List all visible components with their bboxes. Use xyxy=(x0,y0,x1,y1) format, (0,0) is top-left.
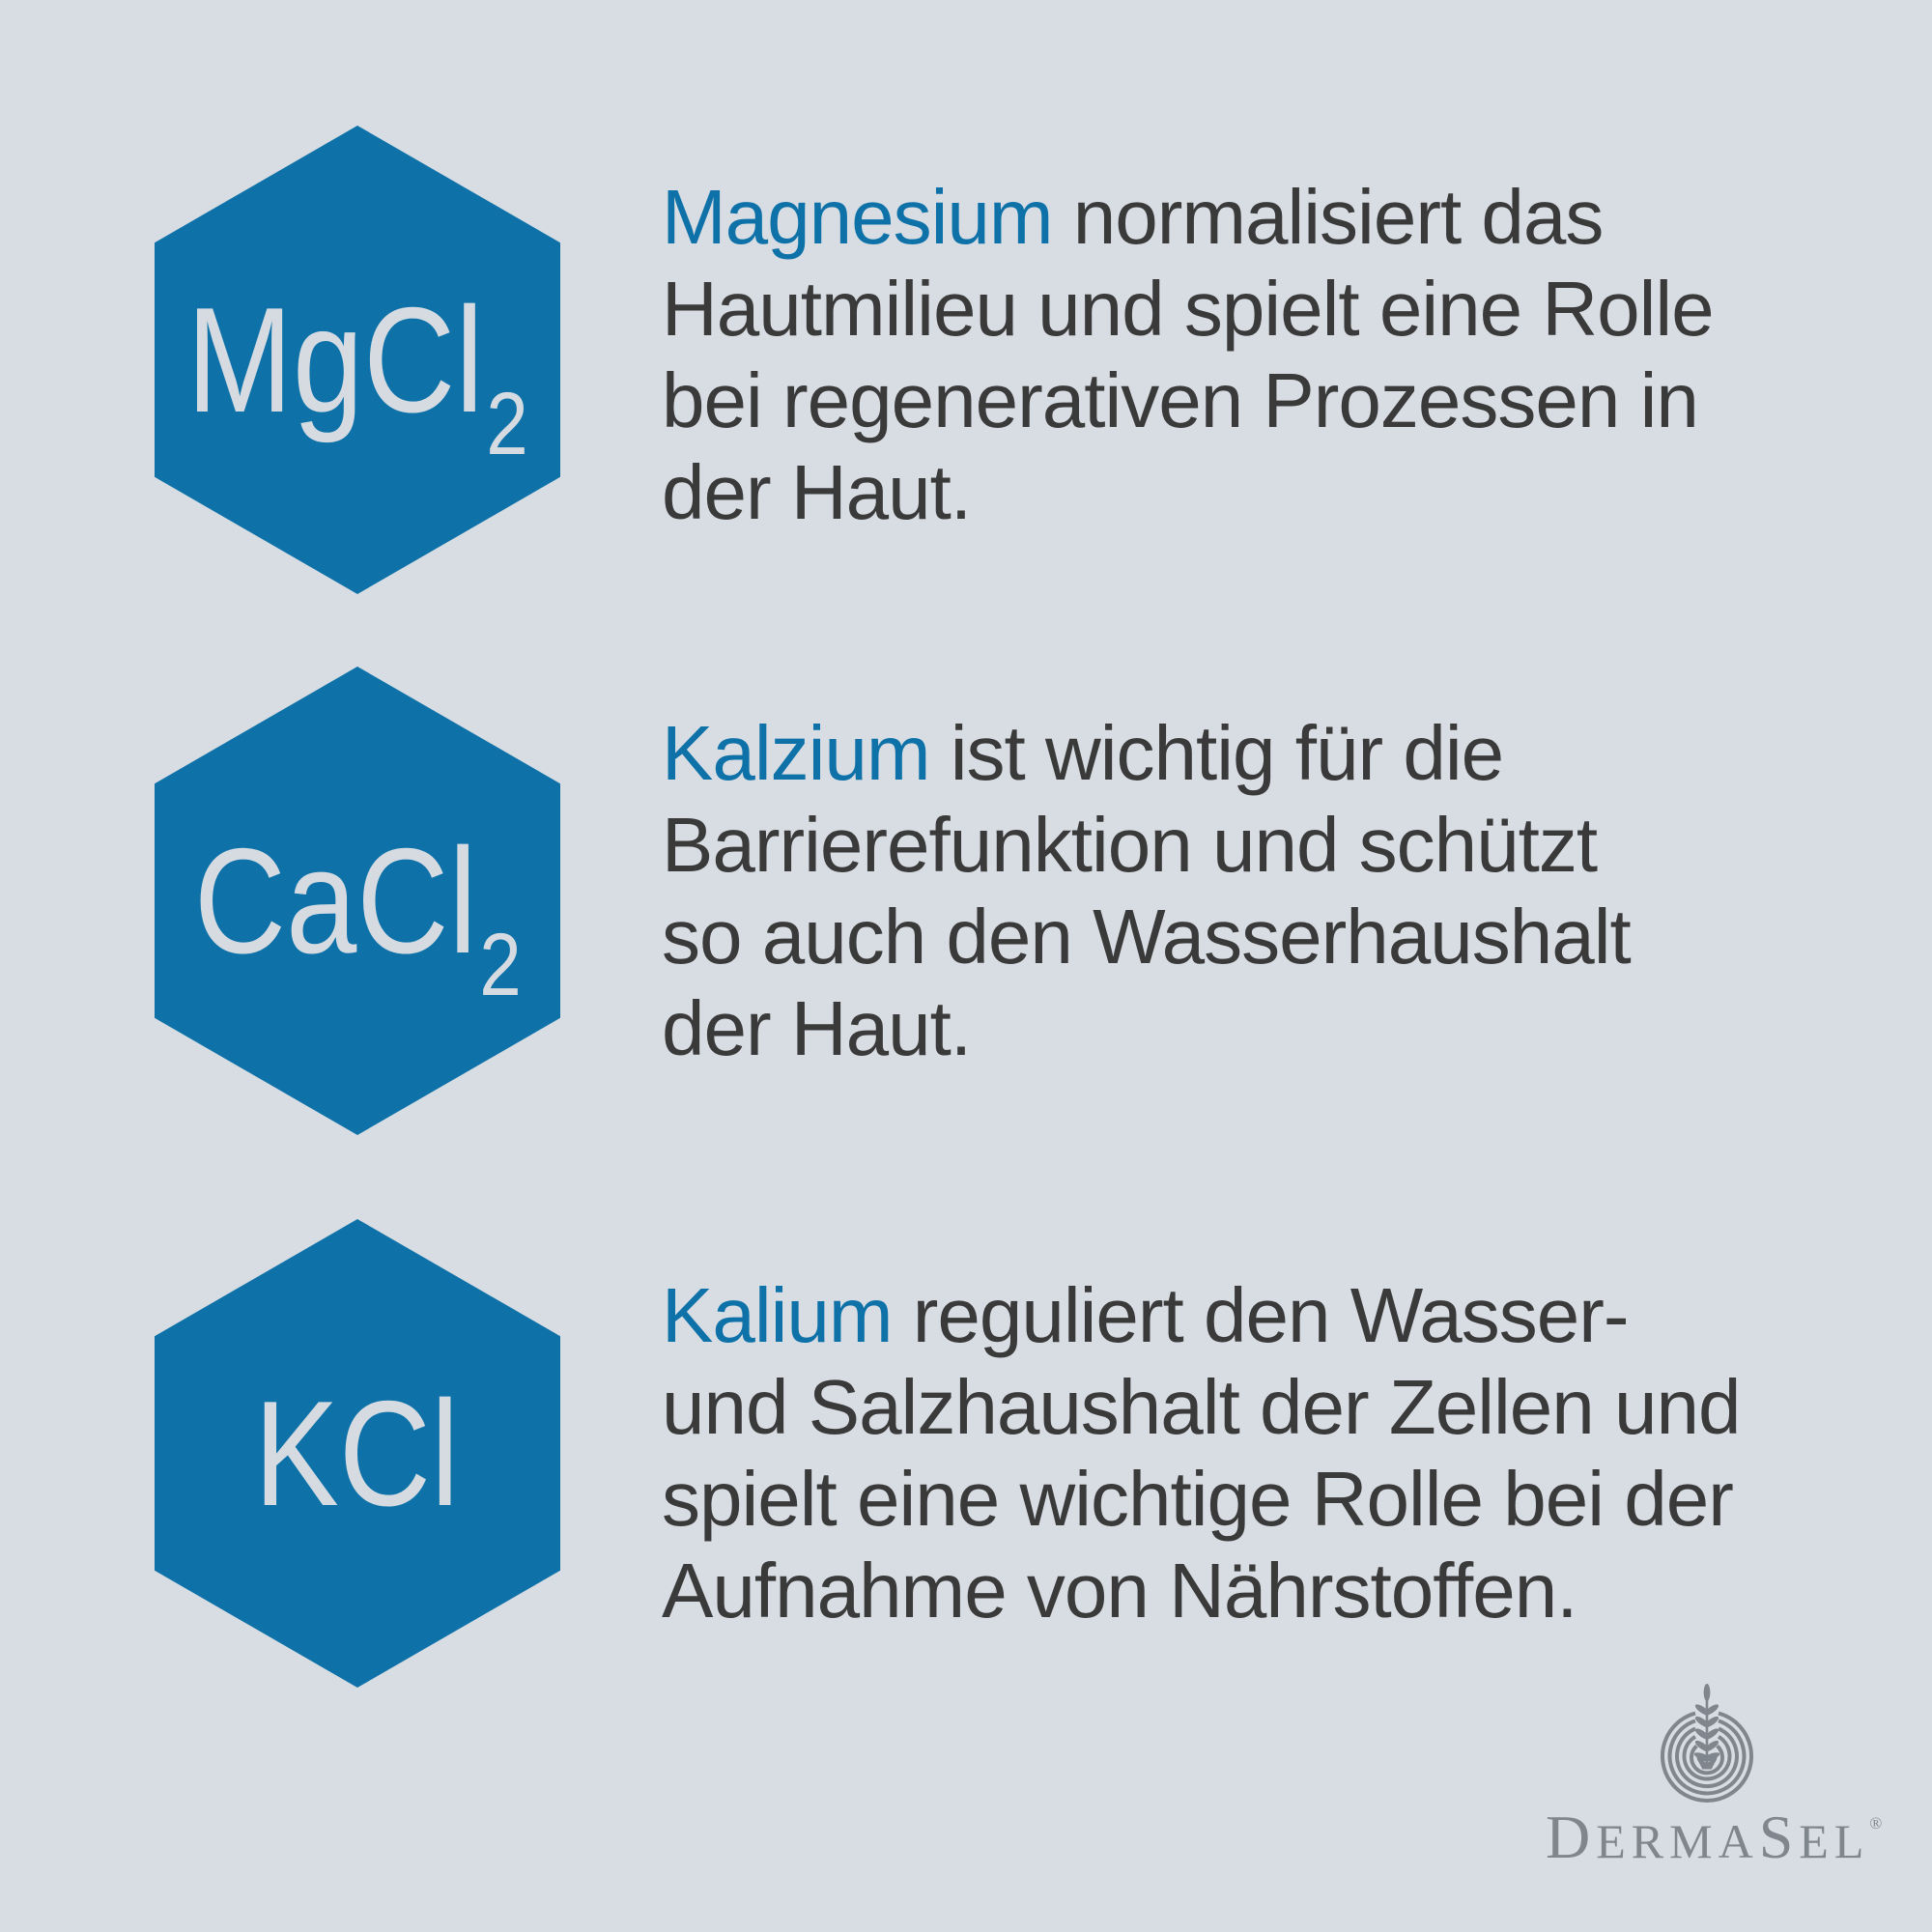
text-line: bei regenerativen Prozessen in xyxy=(662,357,1699,443)
hexagon-cacl2: CaCl 2 xyxy=(155,667,560,1135)
text-line: Hautmilieu und spielt eine Rolle xyxy=(662,266,1715,352)
formula-cacl2: CaCl 2 xyxy=(193,817,522,1009)
line-rest: reguliert den Wasser- xyxy=(892,1272,1630,1358)
wordmark-initial-d: D xyxy=(1546,1803,1597,1871)
wordmark-initial-s: S xyxy=(1758,1803,1800,1871)
dermasel-wheat-icon xyxy=(1661,1684,1753,1803)
line-rest: ist wichtig für die xyxy=(929,710,1504,796)
hexagon-mgcl2: MgCl 2 xyxy=(155,126,560,594)
dermasel-wordmark: DERMASEL® xyxy=(1546,1806,1882,1868)
formula-main: KCl xyxy=(253,1370,459,1537)
text-line: Aufnahme von Nährstoffen. xyxy=(662,1548,1577,1634)
formula-subscript: 2 xyxy=(486,375,528,473)
text-line: und Salzhaushalt der Zellen und xyxy=(662,1364,1741,1450)
text-line: Barrierefunktion und schützt xyxy=(662,802,1598,888)
keyword-kalium: Kalium xyxy=(662,1272,894,1358)
wordmark-erma: ERMA xyxy=(1596,1814,1759,1868)
wheat-ear xyxy=(1693,1684,1720,1770)
line-rest: normalisiert das xyxy=(1052,174,1605,260)
text-line: Magnesium normalisiert das xyxy=(662,171,1714,263)
formula-main: MgCl xyxy=(186,276,484,443)
text-line: der Haut. xyxy=(662,449,972,535)
text-line: spielt eine wichtige Rolle bei der xyxy=(662,1456,1734,1542)
registered-trademark-mark: ® xyxy=(1869,1814,1883,1833)
keyword-kalzium: Kalzium xyxy=(662,710,931,796)
formula-subscript: 2 xyxy=(478,916,522,1014)
keyword-magnesium: Magnesium xyxy=(662,174,1054,260)
formula-mgcl2: MgCl 2 xyxy=(186,276,527,469)
text-line: Kalzium ist wichtig für die xyxy=(662,707,1631,799)
text-line: der Haut. xyxy=(662,985,972,1071)
formula-main: CaCl xyxy=(193,817,477,984)
text-line: so auch den Wasserhaushalt xyxy=(662,894,1632,980)
hexagon-kcl: KCl xyxy=(155,1219,560,1688)
formula-kcl: KCl xyxy=(254,1378,462,1528)
text-line: Kalium reguliert den Wasser- xyxy=(662,1269,1740,1361)
wordmark-el: EL xyxy=(1799,1814,1870,1868)
text-block-kalzium: Kalzium ist wichtig für die Barrierefunk… xyxy=(662,707,1632,1074)
text-block-magnesium: Magnesium normalisiert das Hautmilieu un… xyxy=(662,171,1715,538)
text-block-kalium: Kalium reguliert den Wasser- und Salzhau… xyxy=(662,1269,1741,1636)
